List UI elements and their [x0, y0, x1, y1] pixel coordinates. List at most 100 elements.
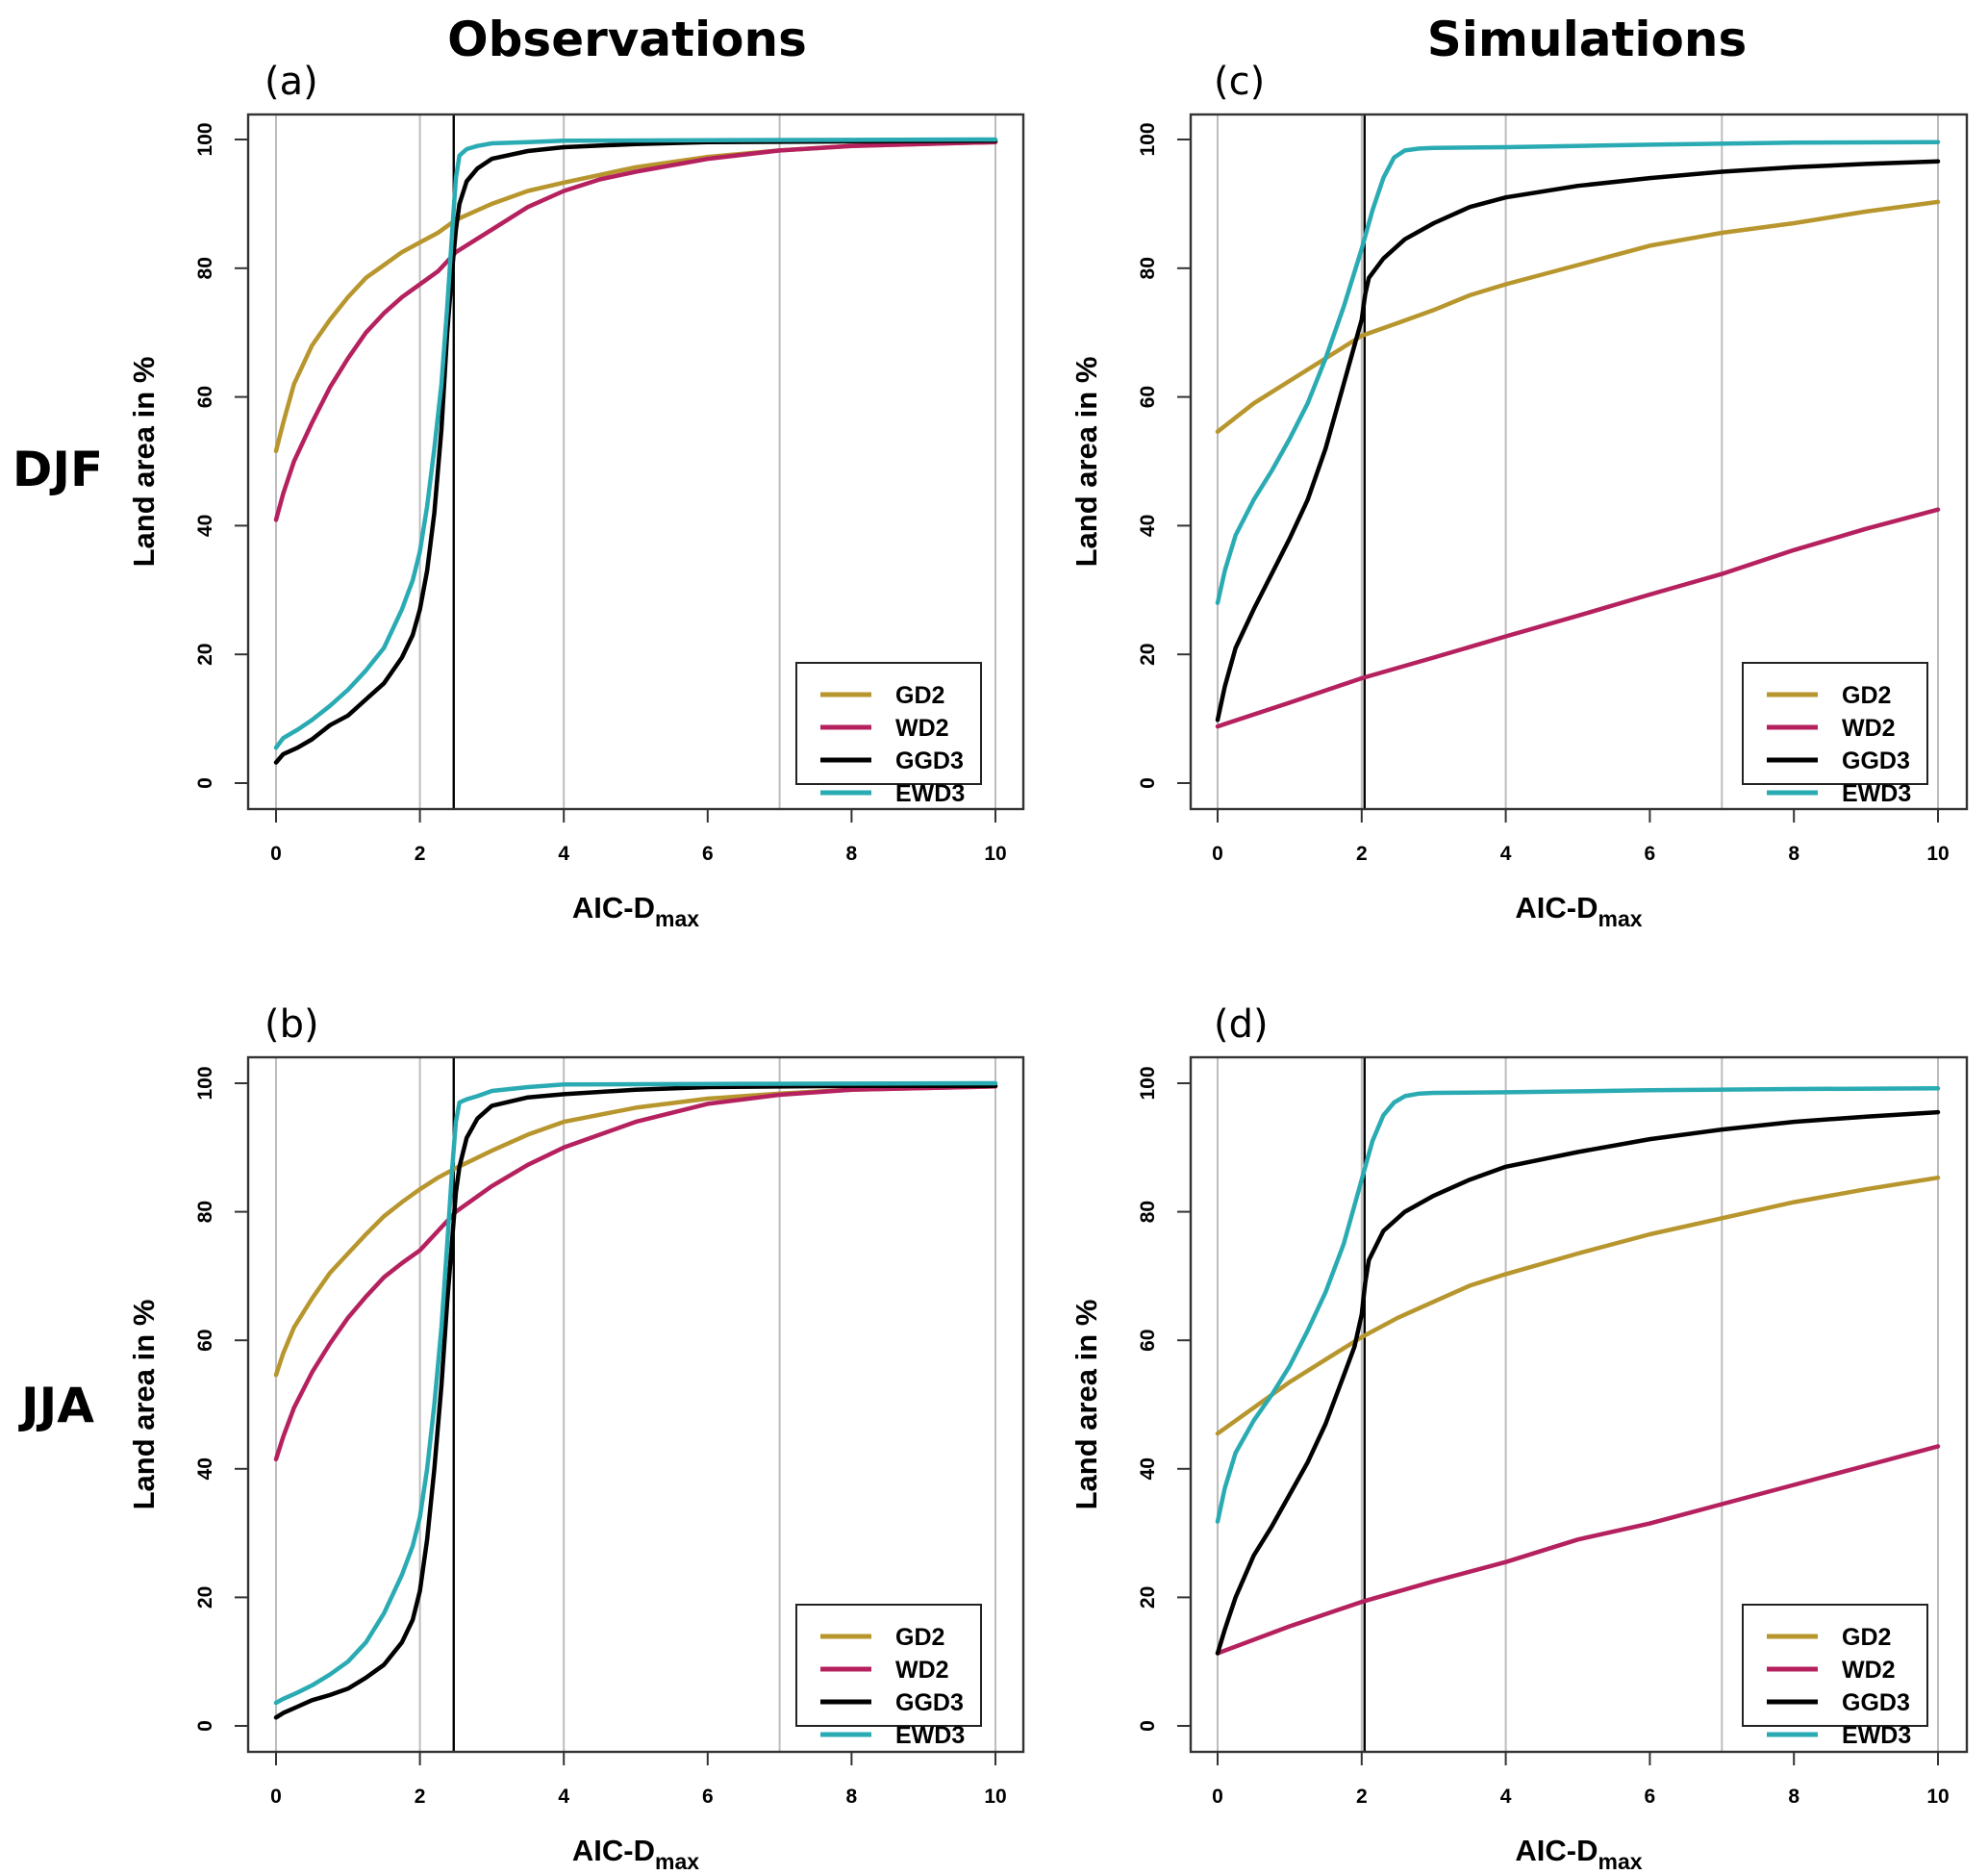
panel-label-a: (a) [264, 60, 318, 104]
series-line-wd2 [273, 139, 998, 522]
x-tick-label: 0 [1212, 843, 1223, 865]
y-axis-label: Land area in % [1069, 1300, 1103, 1510]
legend-box [795, 1604, 982, 1727]
x-tick-label: 4 [1500, 1786, 1512, 1808]
x-tick-label: 8 [846, 1786, 858, 1808]
series-line-gd2 [1215, 199, 1941, 434]
y-tick-label: 60 [1137, 1330, 1159, 1352]
x-axis-label-main: AIC-D [1515, 891, 1598, 925]
legend-label-gd2: GD2 [895, 682, 944, 709]
x-axis-label-subscript: max [1598, 906, 1643, 931]
panel-label-d: (d) [1214, 1002, 1269, 1047]
plot-frame [1189, 113, 1969, 811]
legend-label-ewd3: EWD3 [895, 1722, 965, 1749]
x-tick-label: 4 [1500, 843, 1512, 865]
series-line-wd2 [1215, 1444, 1941, 1656]
y-axis-label: Land area in % [127, 357, 161, 568]
x-tick-label: 0 [1212, 1786, 1223, 1808]
legend-label-wd2: WD2 [895, 1657, 949, 1684]
legend: GD2 WD2 GGD3 EWD3 [1742, 662, 1928, 807]
y-tick-label: 80 [194, 257, 216, 279]
y-tick-label: 0 [1137, 1720, 1159, 1732]
y-tick-label: 40 [194, 515, 216, 537]
x-tick-label: 6 [1645, 1786, 1656, 1808]
legend-label-gd2: GD2 [895, 1624, 944, 1651]
x-tick-label: 2 [1356, 843, 1368, 865]
y-tick-label: 40 [194, 1457, 216, 1480]
x-axis-label-subscript: max [1598, 1849, 1643, 1874]
y-tick-label: 40 [1137, 1457, 1159, 1480]
x-axis-label-main: AIC-D [1515, 1834, 1598, 1867]
y-tick-label: 0 [194, 1720, 216, 1732]
series-line-gd2 [1215, 1175, 1941, 1436]
legend: GD2 WD2 GGD3 EWD3 [1742, 1604, 1928, 1749]
y-tick-label: 0 [194, 777, 216, 789]
legend-label-ggd3: GGD3 [1842, 1689, 1910, 1716]
row-label-jja: JJA [18, 1378, 94, 1433]
legend-label-ewd3: EWD3 [895, 780, 965, 807]
series-line-gd2 [273, 1084, 998, 1378]
legend: GD2 WD2 GGD3 EWD3 [795, 662, 982, 807]
x-tick-label: 4 [558, 843, 569, 865]
legend-label-wd2: WD2 [895, 715, 949, 742]
series-line-ggd3 [1215, 1109, 1941, 1656]
y-axis-label: Land area in % [1069, 357, 1103, 568]
y-tick-label: 20 [194, 1586, 216, 1609]
x-axis-label-main: AIC-D [572, 1834, 655, 1867]
x-tick-label: 0 [270, 843, 282, 865]
legend-box [795, 662, 982, 785]
panel-label-c: (c) [1214, 60, 1265, 104]
y-tick-label: 0 [1137, 777, 1159, 789]
y-tick-label: 80 [194, 1201, 216, 1223]
series-line-wd2 [273, 1084, 998, 1462]
series-line-ewd3 [273, 137, 998, 750]
x-tick-label: 6 [702, 1786, 714, 1808]
x-axis-label: AIC-Dmax [572, 1834, 699, 1874]
legend-label-ggd3: GGD3 [895, 747, 964, 774]
x-tick-label: 4 [558, 1786, 569, 1808]
x-tick-label: 8 [1788, 1786, 1799, 1808]
panel-label-b: (b) [264, 1002, 319, 1047]
y-tick-label: 60 [194, 386, 216, 408]
y-tick-label: 60 [1137, 386, 1159, 408]
x-tick-label: 10 [1926, 1786, 1949, 1808]
x-tick-label: 2 [1356, 1786, 1368, 1808]
row-label-djf: DJF [13, 442, 103, 497]
y-tick-label: 20 [1137, 1586, 1159, 1609]
legend-label-ewd3: EWD3 [1842, 780, 1911, 807]
x-axis-label: AIC-Dmax [572, 891, 699, 931]
legend-label-ggd3: GGD3 [895, 1689, 964, 1716]
y-tick-label: 100 [194, 122, 216, 156]
series-line-ewd3 [1215, 1086, 1941, 1524]
legend-label-wd2: WD2 [1842, 1657, 1896, 1684]
y-axis-label: Land area in % [127, 1300, 161, 1510]
x-tick-label: 10 [1926, 843, 1949, 865]
legend: GD2 WD2 GGD3 EWD3 [795, 1604, 982, 1749]
plot-frame [246, 1055, 1025, 1754]
legend-box [1742, 1604, 1928, 1727]
series-line-ewd3 [1215, 139, 1941, 605]
y-tick-label: 20 [1137, 644, 1159, 666]
y-tick-label: 60 [194, 1330, 216, 1352]
y-tick-label: 40 [1137, 515, 1159, 537]
x-tick-label: 2 [415, 843, 426, 865]
x-tick-label: 8 [1788, 843, 1799, 865]
y-tick-label: 100 [1137, 1066, 1159, 1100]
x-tick-label: 2 [415, 1786, 426, 1808]
x-tick-label: 6 [702, 843, 714, 865]
legend-label-ewd3: EWD3 [1842, 1722, 1911, 1749]
x-axis-label: AIC-Dmax [1515, 891, 1642, 931]
y-tick-label: 100 [1137, 122, 1159, 156]
x-axis-label-subscript: max [655, 1849, 699, 1874]
x-tick-label: 6 [1645, 843, 1656, 865]
series-line-ggd3 [273, 139, 998, 765]
x-tick-label: 0 [270, 1786, 282, 1808]
y-tick-label: 80 [1137, 1201, 1159, 1223]
y-tick-label: 80 [1137, 257, 1159, 279]
series-line-ggd3 [1215, 159, 1941, 722]
